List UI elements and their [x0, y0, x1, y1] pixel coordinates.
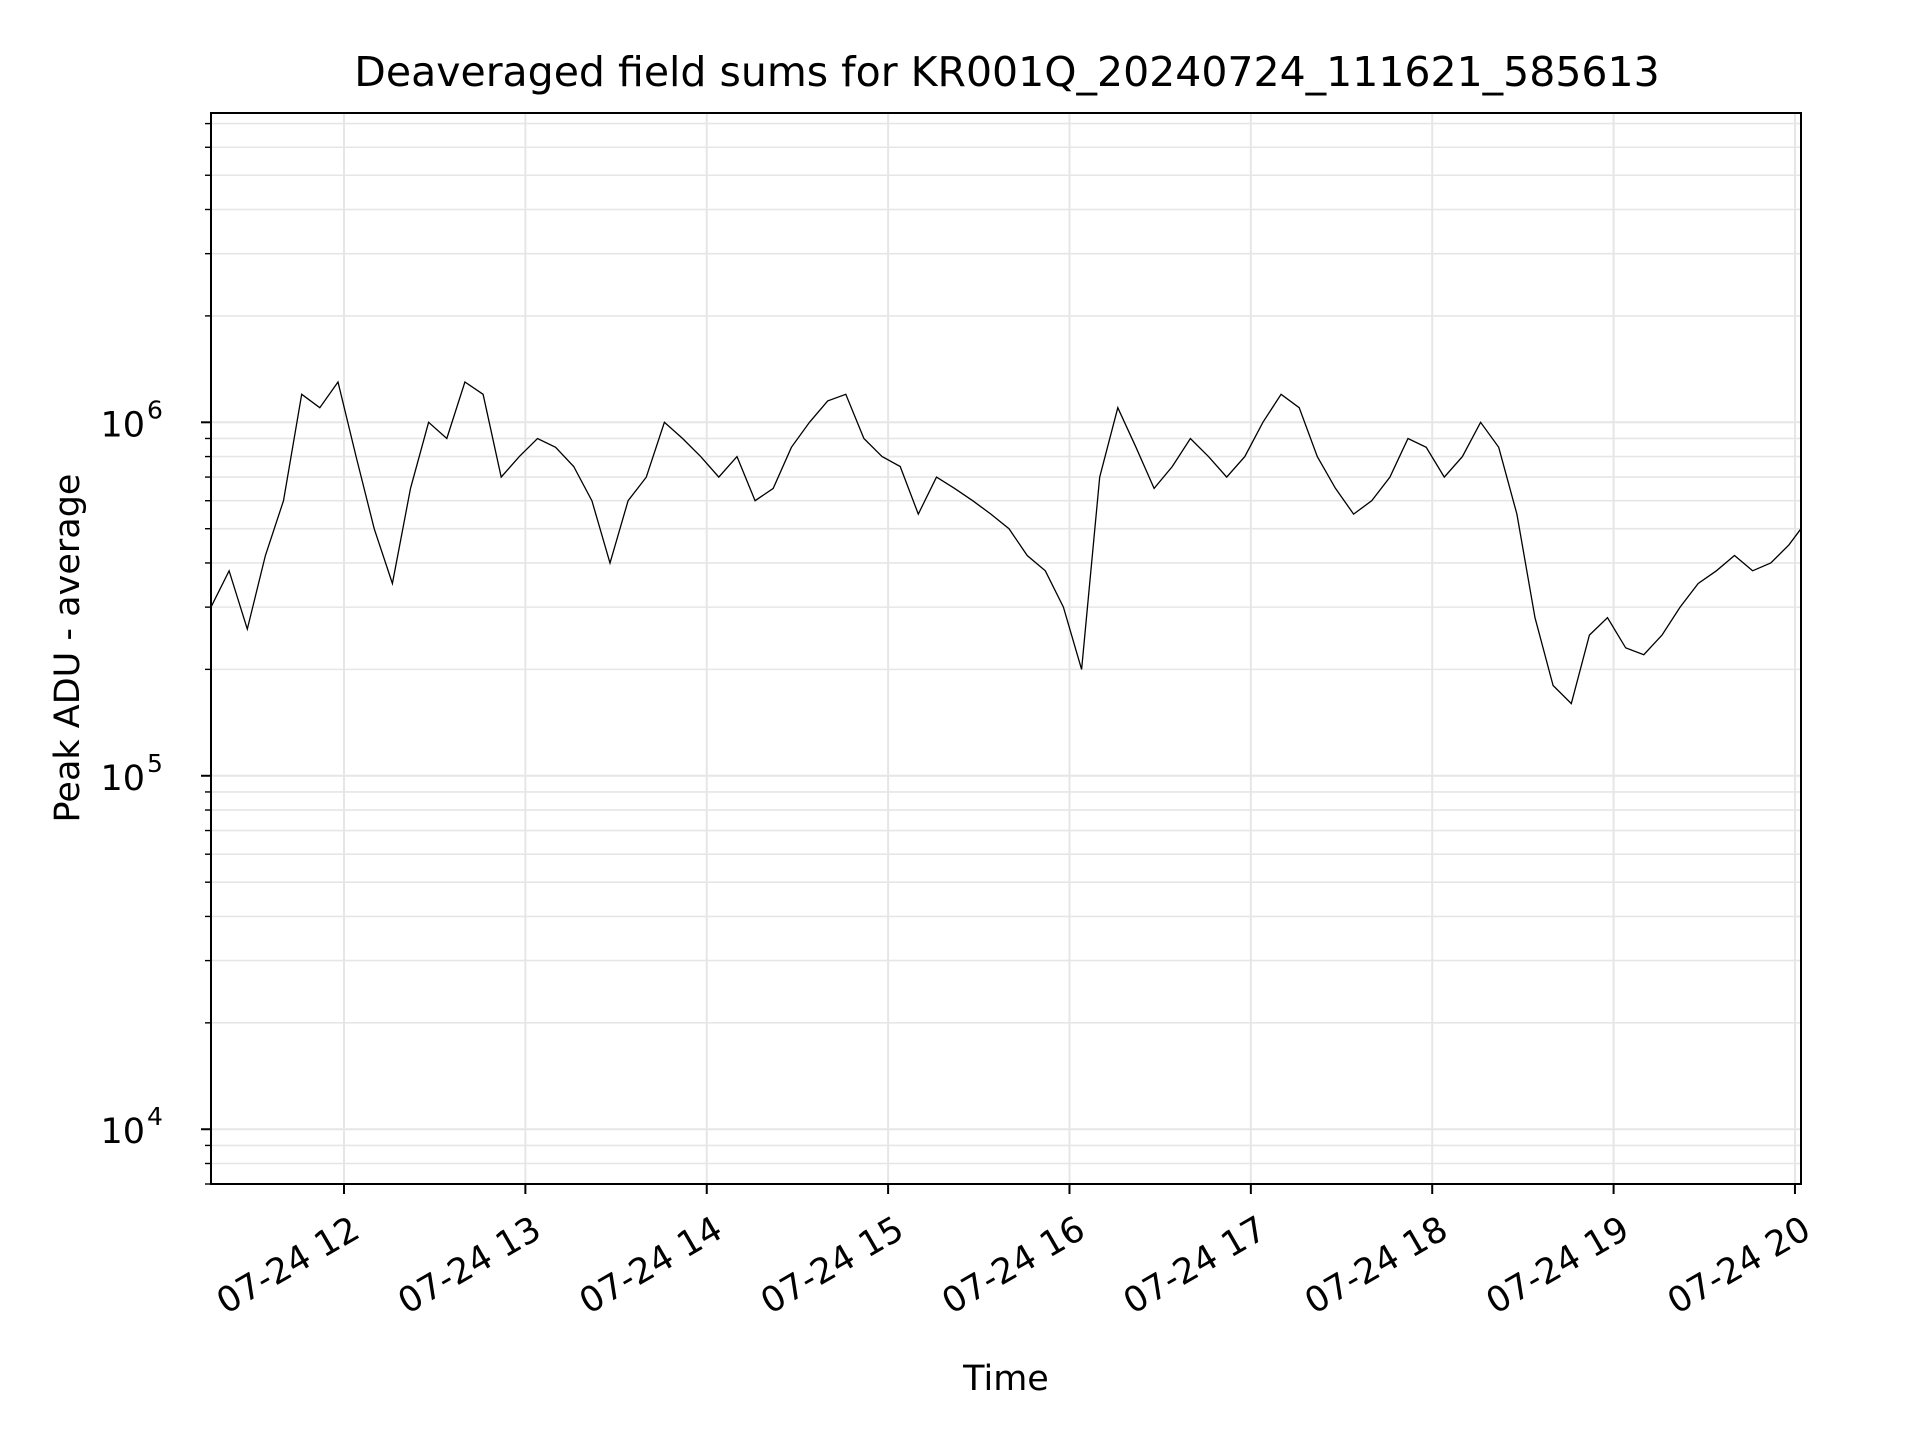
- plot-frame: [210, 112, 1802, 1185]
- x-axis-label: Time: [962, 1359, 1049, 1399]
- y-tick-label-exponent: 4: [147, 1102, 163, 1131]
- y-tick-label: 10: [100, 759, 145, 799]
- series-line: [210, 380, 1802, 705]
- y-tick-label-base: 10: [100, 405, 145, 445]
- chart-title: Deaveraged field sums for KR001Q_2024072…: [354, 48, 1659, 96]
- y-tick-label-exponent: 5: [147, 749, 163, 778]
- y-tick-label-exponent: 6: [147, 395, 163, 424]
- y-tick-label-base: 10: [100, 759, 145, 799]
- y-tick-label: 10: [100, 405, 145, 445]
- grid-lines: [211, 113, 1801, 1185]
- y-tick-label: 10: [100, 1112, 145, 1152]
- y-tick-label-base: 10: [100, 1112, 145, 1152]
- y-axis-label: Peak ADU - average: [48, 474, 88, 823]
